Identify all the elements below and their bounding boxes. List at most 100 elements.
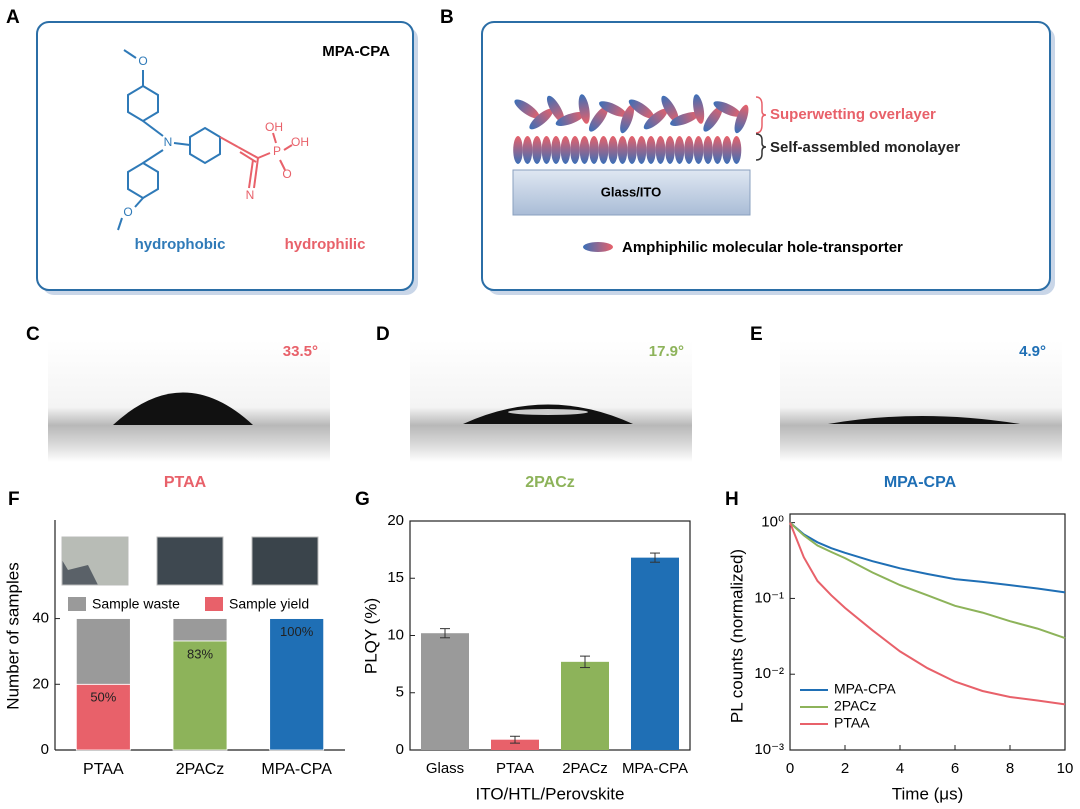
legend-swatch — [205, 597, 223, 611]
molecule — [655, 136, 666, 164]
legend-text: Amphiphilic molecular hole-transporter — [622, 239, 903, 256]
molecule — [628, 99, 655, 119]
molecule — [529, 108, 554, 130]
molecule — [513, 136, 523, 164]
sample-photo — [156, 536, 224, 586]
y-tick-label: 15 — [387, 569, 404, 586]
y-axis-title: Number of samples — [3, 562, 22, 709]
molecule — [617, 136, 628, 164]
y-tick-label: 10 — [387, 626, 404, 643]
plot-frame — [789, 513, 1066, 751]
x-axis-title: Time (μs) — [892, 784, 964, 803]
molecule — [555, 112, 585, 126]
panel-box — [36, 21, 414, 291]
sample-label: 2PACz — [525, 474, 575, 491]
molecule — [532, 136, 542, 164]
x-tick-label: 2PACz — [562, 760, 608, 777]
x-tick-label: PTAA — [496, 760, 534, 777]
droplet-highlight — [508, 409, 588, 415]
molecule — [731, 136, 742, 164]
contact-angle: 17.9° — [649, 343, 684, 360]
legend-label: Sample waste — [92, 596, 180, 612]
x-tick-label: 0 — [786, 760, 794, 777]
molecule — [636, 136, 647, 164]
x-tick-label: PTAA — [83, 761, 124, 778]
panel-label: F — [8, 489, 20, 510]
molecule — [734, 104, 749, 134]
y-tick-label: 0 — [41, 741, 49, 758]
x-tick-label: 2 — [841, 760, 849, 777]
atom: OH — [265, 120, 283, 134]
bar — [421, 633, 469, 750]
legend-label: PTAA — [834, 715, 870, 731]
x-tick-label: 2PACz — [176, 761, 225, 778]
layer-label: Superwetting overlayer — [770, 106, 936, 123]
molecule — [620, 104, 635, 134]
x-axis-title: ITO/HTL/Perovskite — [476, 784, 625, 803]
contact-angle: 33.5° — [283, 343, 318, 360]
molecule — [646, 136, 656, 164]
panel-label: A — [6, 7, 20, 28]
molecule — [670, 112, 699, 126]
hydrophobic-label: hydrophobic — [135, 236, 226, 253]
decay-line — [789, 521, 1066, 594]
value-label: 83% — [187, 646, 213, 661]
molecule — [522, 136, 533, 164]
sample-label: PTAA — [164, 474, 207, 491]
y-tick-label: 10⁻¹ — [754, 589, 784, 606]
bar — [561, 661, 609, 750]
y-axis-title: PLQY (%) — [361, 598, 380, 674]
atom: N — [164, 135, 173, 149]
legend-molecule — [583, 242, 613, 252]
atom: P — [273, 144, 281, 158]
molecule — [703, 136, 713, 164]
panel-label: E — [750, 324, 763, 345]
sample-photo — [251, 536, 319, 586]
y-tick-label: 20 — [32, 675, 49, 692]
molecule — [608, 136, 618, 164]
y-tick-label: 40 — [32, 610, 49, 627]
molecule — [713, 101, 741, 117]
y-tick-label: 5 — [396, 684, 404, 701]
x-tick-label: 8 — [1006, 760, 1014, 777]
x-tick-label: Glass — [426, 760, 464, 777]
bar-segment — [172, 640, 228, 751]
sample-photo-waste — [62, 537, 128, 585]
molecule — [693, 94, 705, 124]
molecule — [703, 106, 723, 132]
hydrophilic-label: hydrophilic — [285, 236, 366, 253]
atom: O — [138, 54, 147, 68]
molecule — [722, 136, 732, 164]
droplet — [113, 392, 253, 425]
molecule — [599, 101, 627, 117]
substrate — [512, 169, 751, 216]
molecule — [693, 136, 704, 164]
bar — [631, 557, 679, 750]
molecule — [560, 136, 571, 164]
y-axis-title: PL counts (normalized) — [727, 549, 746, 723]
substrate-label: Glass/ITO — [601, 184, 661, 199]
legend-label: Sample yield — [229, 596, 309, 612]
overlayer — [514, 94, 749, 134]
legend-label: MPA-CPA — [834, 681, 896, 697]
molecule — [579, 136, 590, 164]
structure-blue — [117, 49, 221, 231]
molecule — [546, 95, 565, 123]
molecule — [643, 108, 668, 130]
y-tick-label: 20 — [387, 512, 404, 529]
molecule — [570, 136, 580, 164]
bar-segment — [75, 683, 131, 751]
droplet-photo — [780, 340, 1062, 462]
molecule — [665, 136, 675, 164]
structure-red — [219, 132, 293, 189]
molecule — [588, 106, 609, 132]
y-tick-label: 10⁻³ — [754, 741, 784, 758]
molecule-name: MPA-CPA — [322, 43, 390, 60]
y-tick-label: 0 — [396, 741, 404, 758]
legend-swatch — [68, 597, 86, 611]
value-label: 100% — [280, 624, 314, 639]
x-tick-label: MPA-CPA — [261, 761, 332, 778]
sample-label: MPA-CPA — [884, 474, 957, 491]
x-tick-label: 10 — [1057, 760, 1074, 777]
bar-segment — [172, 618, 228, 642]
